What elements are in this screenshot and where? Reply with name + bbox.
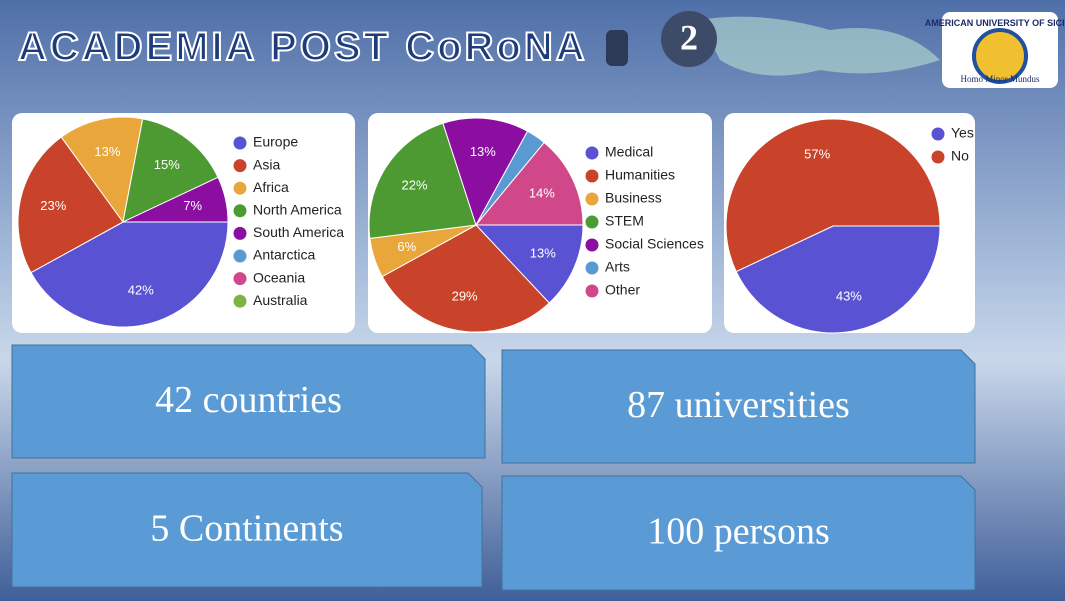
slice-label: 15%	[154, 157, 180, 172]
legend-label: Europe	[253, 134, 298, 150]
pie-slice	[60, 116, 144, 224]
slice-label: 57%	[804, 146, 830, 161]
stat-text: 100 persons	[647, 511, 830, 553]
legend-label: North America	[253, 202, 342, 218]
legend-marker	[233, 226, 247, 240]
legend-label: Other	[605, 282, 640, 298]
legend-marker	[233, 272, 247, 286]
slice-label: 43%	[836, 288, 862, 303]
legend-marker	[233, 181, 247, 195]
legend-label: Africa	[253, 179, 289, 195]
slice-label: 22%	[402, 177, 428, 192]
slice-label: 13%	[470, 144, 496, 159]
legend-marker	[931, 127, 945, 141]
legend-label: Humanities	[605, 167, 675, 183]
badge	[661, 11, 717, 67]
pie-slice	[17, 136, 124, 274]
slice-label: 14%	[529, 185, 555, 200]
legend-label: Social Sciences	[605, 236, 704, 252]
stat-text: 42 countries	[155, 379, 342, 421]
legend-label: Antarctica	[253, 247, 315, 263]
legend-marker	[585, 284, 599, 298]
slice-label: 6%	[397, 239, 416, 254]
legend-marker	[233, 294, 247, 308]
slice-label: 13%	[94, 144, 120, 159]
pie-slice	[735, 225, 941, 334]
legend-label: Australia	[253, 292, 308, 308]
pie-slice	[725, 118, 941, 273]
map-decoration	[700, 16, 940, 76]
stat-box	[11, 344, 486, 459]
legend-label: Business	[605, 190, 662, 206]
legend-label: Oceania	[253, 269, 305, 285]
legend-marker	[585, 238, 599, 252]
legend-marker	[931, 150, 945, 164]
legend-marker	[585, 192, 599, 206]
pie-slice	[474, 141, 584, 226]
legend-marker	[233, 249, 247, 263]
legend-marker	[585, 261, 599, 275]
legend-label: STEM	[605, 213, 644, 229]
pie-slice	[368, 122, 477, 239]
pie-slice	[122, 118, 219, 223]
pie-slice	[30, 221, 229, 328]
slice-label: 42%	[128, 283, 154, 298]
stat-text: 5 Continents	[150, 508, 343, 550]
badge-text: 2	[680, 17, 698, 57]
stat-box	[501, 475, 976, 591]
slice-label: 13%	[530, 245, 556, 260]
legend-marker	[585, 215, 599, 229]
pie-slice	[474, 224, 584, 304]
legend-label: Asia	[253, 156, 280, 172]
legend-label: No	[951, 148, 969, 164]
title: ACADEMIA POST CoRoNA	[18, 25, 588, 69]
slice-label: 29%	[452, 288, 478, 303]
pie-slice	[381, 224, 550, 333]
legend-label: Yes	[951, 125, 974, 141]
logo-emblem	[972, 28, 1028, 84]
logo-name: AMERICAN UNIVERSITY OF SICILY	[925, 18, 1065, 28]
legend-label: South America	[253, 224, 344, 240]
stat-text: 87 universities	[627, 384, 850, 426]
logo-motto: Homo Minor Mundus	[960, 74, 1040, 84]
pie-slice	[122, 176, 229, 223]
legend-marker	[585, 146, 599, 160]
legend-marker	[233, 136, 247, 150]
slice-label: 23%	[40, 198, 66, 213]
legend-marker	[233, 159, 247, 173]
stat-box	[501, 349, 976, 464]
legend-marker	[585, 169, 599, 183]
slice-label: 7%	[183, 198, 202, 213]
android-icon	[606, 30, 628, 66]
pie-slice	[442, 117, 529, 227]
stat-box	[11, 472, 483, 588]
legend-label: Arts	[605, 259, 630, 275]
legend-label: Medical	[605, 144, 653, 160]
legend-marker	[233, 204, 247, 218]
